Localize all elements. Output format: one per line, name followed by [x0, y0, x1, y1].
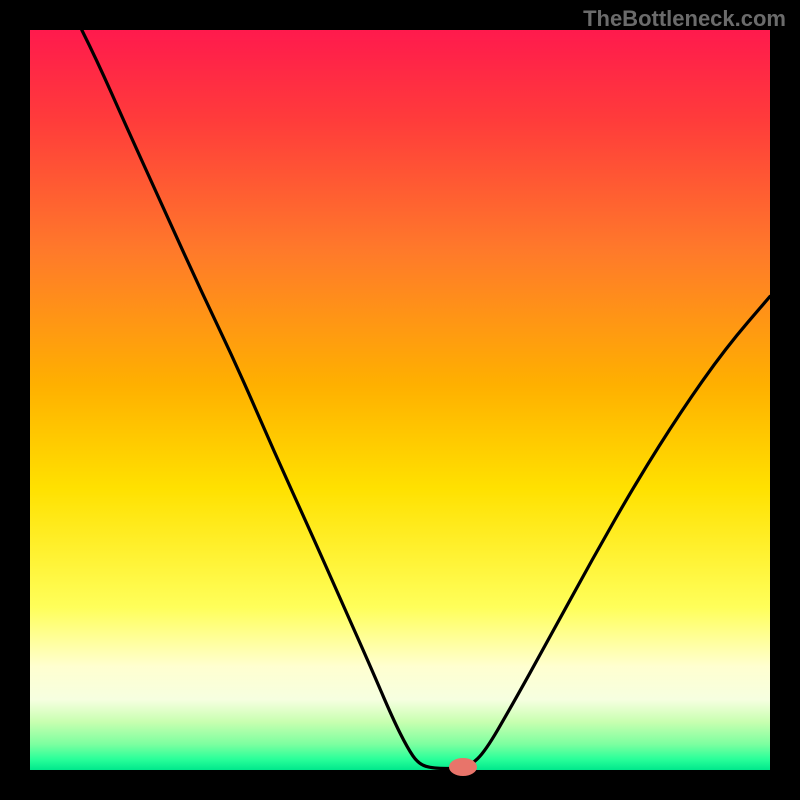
plot-area [30, 30, 770, 770]
watermark-text: TheBottleneck.com [583, 6, 786, 32]
optimal-point-marker [449, 758, 477, 776]
bottleneck-curve [30, 30, 770, 770]
